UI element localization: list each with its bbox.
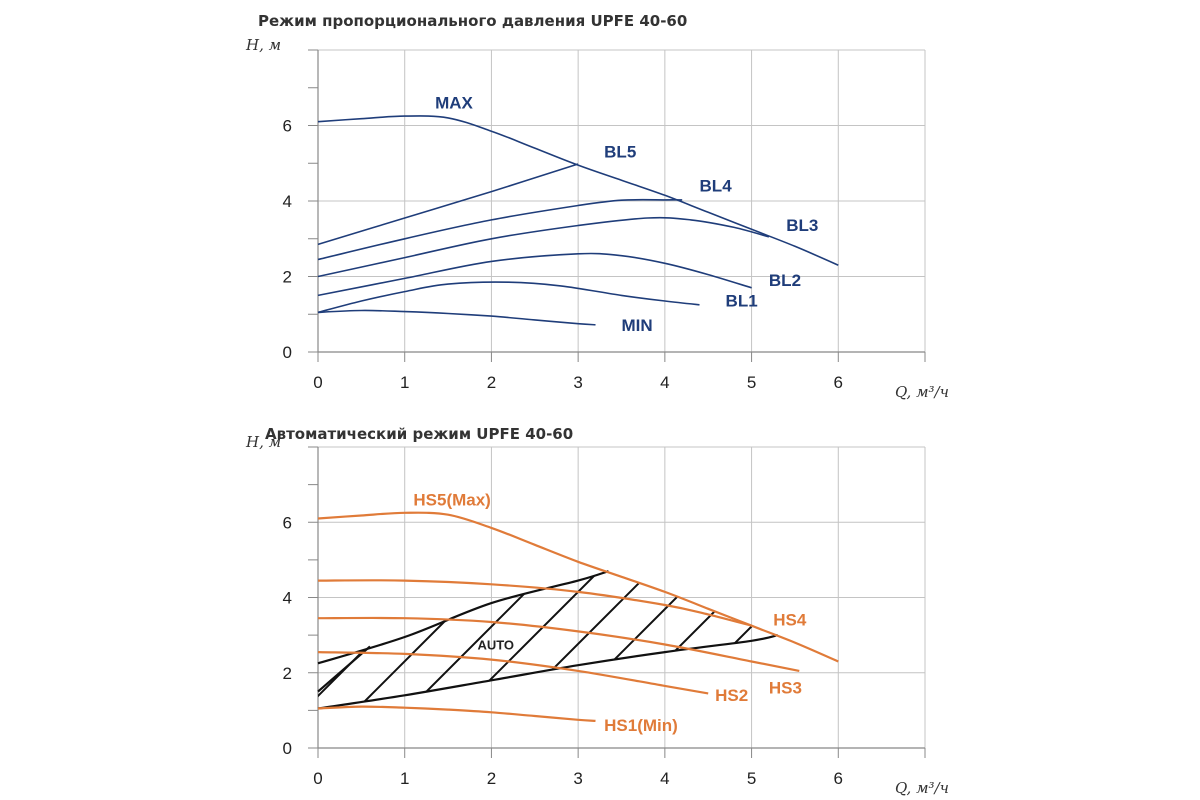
curve-label-bl3: BL3 (786, 216, 818, 235)
y-tick-label: 0 (283, 739, 292, 758)
y-tick-label: 2 (283, 268, 292, 287)
proportional-pressure-chart: Режим пропорционального давления UPFE 40… (245, 12, 949, 401)
curve-label-hs3: HS3 (769, 678, 802, 697)
series-line-bl2 (317, 252, 752, 297)
series-line-bl4 (317, 198, 683, 261)
auto-label: AUTO (477, 637, 514, 652)
curve-label-bl5: BL5 (604, 143, 636, 162)
x-tick-label: 6 (834, 373, 843, 392)
x-tick-label: 3 (573, 769, 582, 788)
x-tick-label: 0 (313, 373, 322, 392)
x-tick-label: 5 (747, 373, 756, 392)
y-tick-label: 2 (283, 664, 292, 683)
x-axis-label: Q, м³/ч (895, 383, 949, 401)
chart-title: Автоматический режим UPFE 40-60 (265, 425, 573, 443)
auto-boundary-line (317, 570, 609, 665)
y-axis-label: H, м (245, 433, 281, 451)
y-axis-label: H, м (245, 36, 281, 54)
y-tick-label: 4 (283, 192, 292, 211)
series-line-bl5 (317, 163, 579, 246)
series-line-max (317, 115, 839, 266)
series-line-min (317, 309, 596, 326)
curve-label-hs5-max: HS5(Max) (413, 490, 490, 509)
series-line-bl1 (317, 281, 700, 314)
x-tick-label: 1 (400, 769, 409, 788)
x-tick-label: 3 (573, 373, 582, 392)
curve-label-hs2: HS2 (715, 686, 748, 705)
curve-label-hs4: HS4 (773, 611, 807, 630)
curve-label-bl4: BL4 (700, 177, 733, 196)
y-tick-label: 0 (283, 343, 292, 362)
series-line-hs4 (317, 579, 752, 627)
curve-label-max: MAX (435, 94, 473, 113)
x-tick-label: 5 (747, 769, 756, 788)
auto-boundary-line (317, 645, 371, 693)
x-tick-label: 2 (487, 769, 496, 788)
y-tick-label: 6 (283, 117, 292, 136)
y-tick-label: 6 (283, 513, 292, 532)
series-line-bl3 (317, 216, 770, 278)
curve-label-bl1: BL1 (726, 292, 758, 311)
x-axis-label: Q, м³/ч (895, 779, 949, 797)
x-tick-label: 1 (400, 373, 409, 392)
curve-label-hs1-min: HS1(Min) (604, 716, 678, 735)
chart-title: Режим пропорционального давления UPFE 40… (258, 12, 687, 30)
x-tick-label: 4 (660, 769, 669, 788)
series-line-hs3 (317, 616, 800, 672)
series-line-hs1-min (317, 705, 596, 722)
series-line-hs2 (317, 651, 709, 695)
y-tick-label: 4 (283, 589, 292, 608)
curve-label-min: MIN (622, 316, 653, 335)
x-tick-label: 4 (660, 373, 669, 392)
auto-boundary-line (317, 634, 778, 710)
x-tick-label: 2 (487, 373, 496, 392)
curve-label-bl2: BL2 (769, 271, 801, 290)
x-tick-label: 6 (834, 769, 843, 788)
x-tick-label: 0 (313, 769, 322, 788)
